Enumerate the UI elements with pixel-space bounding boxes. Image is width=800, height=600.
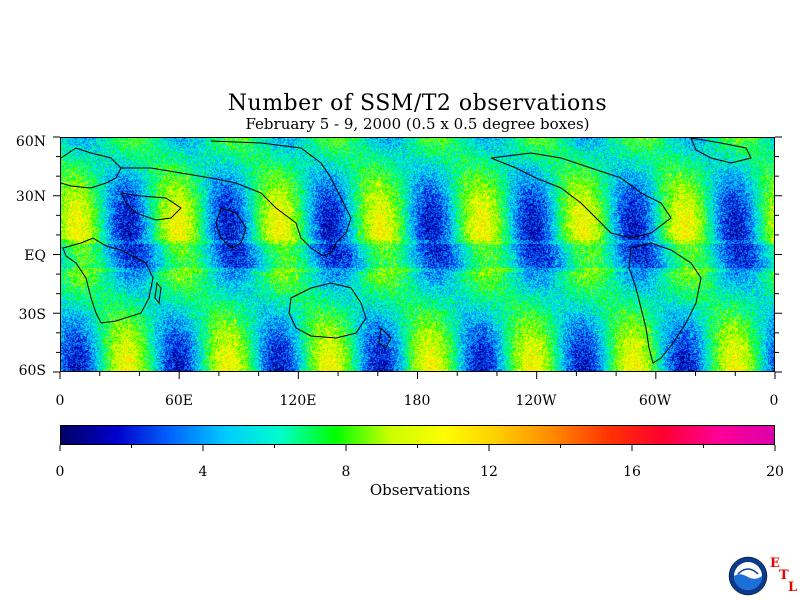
observation-heatmap [61,138,774,371]
colorbar-title: Observations [369,481,471,499]
asia-coastline [121,140,352,257]
colorbar-tick-0: 0 [55,464,65,480]
colorbar-tick-16: 16 [623,464,641,480]
new-zealand-coastline [378,326,392,349]
lon-label-60w: 60W [638,393,672,409]
lon-label-180: 180 [403,393,431,409]
colorbar-tick-4: 4 [198,464,208,480]
colorbar-tick-12: 12 [480,464,498,480]
colorbar-gradient [61,426,774,444]
observation-map [60,137,775,372]
lat-label-30n: 30N [15,189,46,205]
greenland-coastline [690,138,752,164]
lon-label-60e: 60E [164,393,194,409]
lon-label-120e: 120E [279,393,317,409]
lat-label-60s: 60S [18,363,46,379]
lat-label-30s: 30S [18,307,46,323]
etl-letter-e: E [770,556,780,571]
lon-label-0-east: 0 [769,393,779,409]
lon-label-120w: 120W [515,393,557,409]
south-america-coastline [628,242,702,364]
colorbar [60,425,775,445]
etl-letter-l: L [788,580,798,595]
colorbar-tick-8: 8 [341,464,351,480]
coastlines-overlay [61,138,752,364]
colorbar-tick-20: 20 [766,464,784,480]
north-america-coastline [490,152,672,239]
africa-coastline [62,237,154,324]
australia-coastline [288,282,367,339]
europe-coastline [61,147,122,189]
india-coastline [215,207,247,249]
map-title: Number of SSM/T2 observations [227,91,608,116]
noaa-logo-icon [728,556,768,596]
etl-letter-t: T [779,568,789,583]
map-subtitle: February 5 - 9, 2000 (0.5 x 0.5 degree b… [245,115,590,133]
lon-label-0: 0 [55,393,65,409]
madagascar-coastline [154,281,162,305]
arabia-coastline [120,192,182,221]
lat-label-eq: EQ [24,248,46,264]
lat-label-60n: 60N [15,134,46,150]
